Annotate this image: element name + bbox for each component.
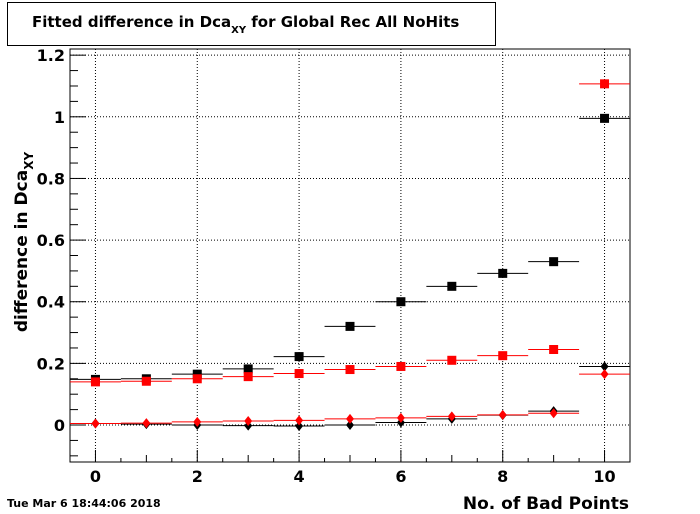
title-box: Fitted difference in DcaXY for Global Re… bbox=[7, 2, 496, 46]
y-axis-label-sub: XY bbox=[22, 152, 36, 170]
data-markers bbox=[70, 79, 630, 431]
square-marker bbox=[243, 372, 253, 382]
x-tick-label: 10 bbox=[593, 467, 615, 486]
diamond-marker bbox=[346, 413, 354, 424]
axis-ticks bbox=[70, 54, 606, 462]
square-marker bbox=[243, 364, 253, 374]
square-marker bbox=[345, 321, 355, 331]
diamond-marker bbox=[600, 361, 609, 372]
grid-lines bbox=[70, 49, 630, 462]
square-marker bbox=[294, 352, 304, 362]
tick-labels: 0 2 4 6 8 10 0 0.2 0.4 0.6 0.8 1 1.2 bbox=[37, 46, 616, 486]
square-marker bbox=[294, 369, 304, 379]
square-marker bbox=[90, 377, 100, 387]
square-marker bbox=[498, 268, 508, 278]
diamond-marker bbox=[295, 415, 304, 426]
chart-title-rest: for Global Rec All NoHits bbox=[246, 13, 460, 31]
y-tick-label: 0.4 bbox=[37, 293, 65, 312]
y-tick-label: 1 bbox=[54, 108, 65, 127]
chart-title: Fitted difference in DcaXY for Global Re… bbox=[32, 13, 459, 36]
square-marker bbox=[498, 351, 508, 361]
chart-title-main: Fitted difference in Dca bbox=[32, 13, 232, 31]
diamond-marker bbox=[549, 408, 558, 419]
y-tick-label: 0 bbox=[54, 416, 65, 435]
x-axis-label: No. of Bad Points bbox=[463, 494, 629, 514]
x-tick-label: 6 bbox=[395, 467, 406, 486]
diamond-marker bbox=[91, 418, 100, 429]
y-axis-label-main: difference in Dca bbox=[12, 170, 32, 332]
square-marker bbox=[549, 345, 559, 355]
square-marker bbox=[447, 355, 457, 365]
square-marker bbox=[141, 376, 151, 386]
y-tick-label: 0.6 bbox=[37, 231, 65, 250]
square-marker bbox=[396, 361, 406, 371]
x-tick-label: 4 bbox=[294, 467, 305, 486]
y-axis-label: difference in DcaXY bbox=[12, 152, 36, 333]
square-marker bbox=[447, 281, 457, 291]
y-tick-label: 1.2 bbox=[37, 46, 65, 65]
square-marker bbox=[192, 369, 202, 379]
square-marker bbox=[600, 79, 610, 89]
diamond-marker bbox=[244, 416, 253, 427]
y-tick-label: 0.2 bbox=[37, 354, 65, 373]
plot-frame bbox=[69, 48, 631, 463]
diamond-marker bbox=[193, 416, 202, 427]
x-tick-label: 2 bbox=[192, 467, 203, 486]
diamond-marker bbox=[600, 369, 609, 380]
y-tick-label: 0.8 bbox=[37, 169, 65, 188]
diamond-marker bbox=[346, 420, 354, 431]
diamond-marker bbox=[142, 418, 151, 429]
square-marker bbox=[192, 374, 202, 384]
square-marker bbox=[345, 365, 355, 375]
diamond-marker bbox=[447, 411, 456, 422]
diamond-marker bbox=[295, 420, 304, 431]
diamond-marker bbox=[396, 412, 405, 423]
square-marker bbox=[549, 257, 559, 267]
x-tick-label: 8 bbox=[497, 467, 508, 486]
square-marker bbox=[600, 113, 610, 123]
chart-title-sub: XY bbox=[231, 25, 247, 36]
timestamp: Tue Mar 6 18:44:06 2018 bbox=[7, 497, 161, 510]
square-marker bbox=[396, 297, 406, 307]
x-tick-label: 0 bbox=[90, 467, 101, 486]
diamond-marker bbox=[498, 409, 507, 420]
